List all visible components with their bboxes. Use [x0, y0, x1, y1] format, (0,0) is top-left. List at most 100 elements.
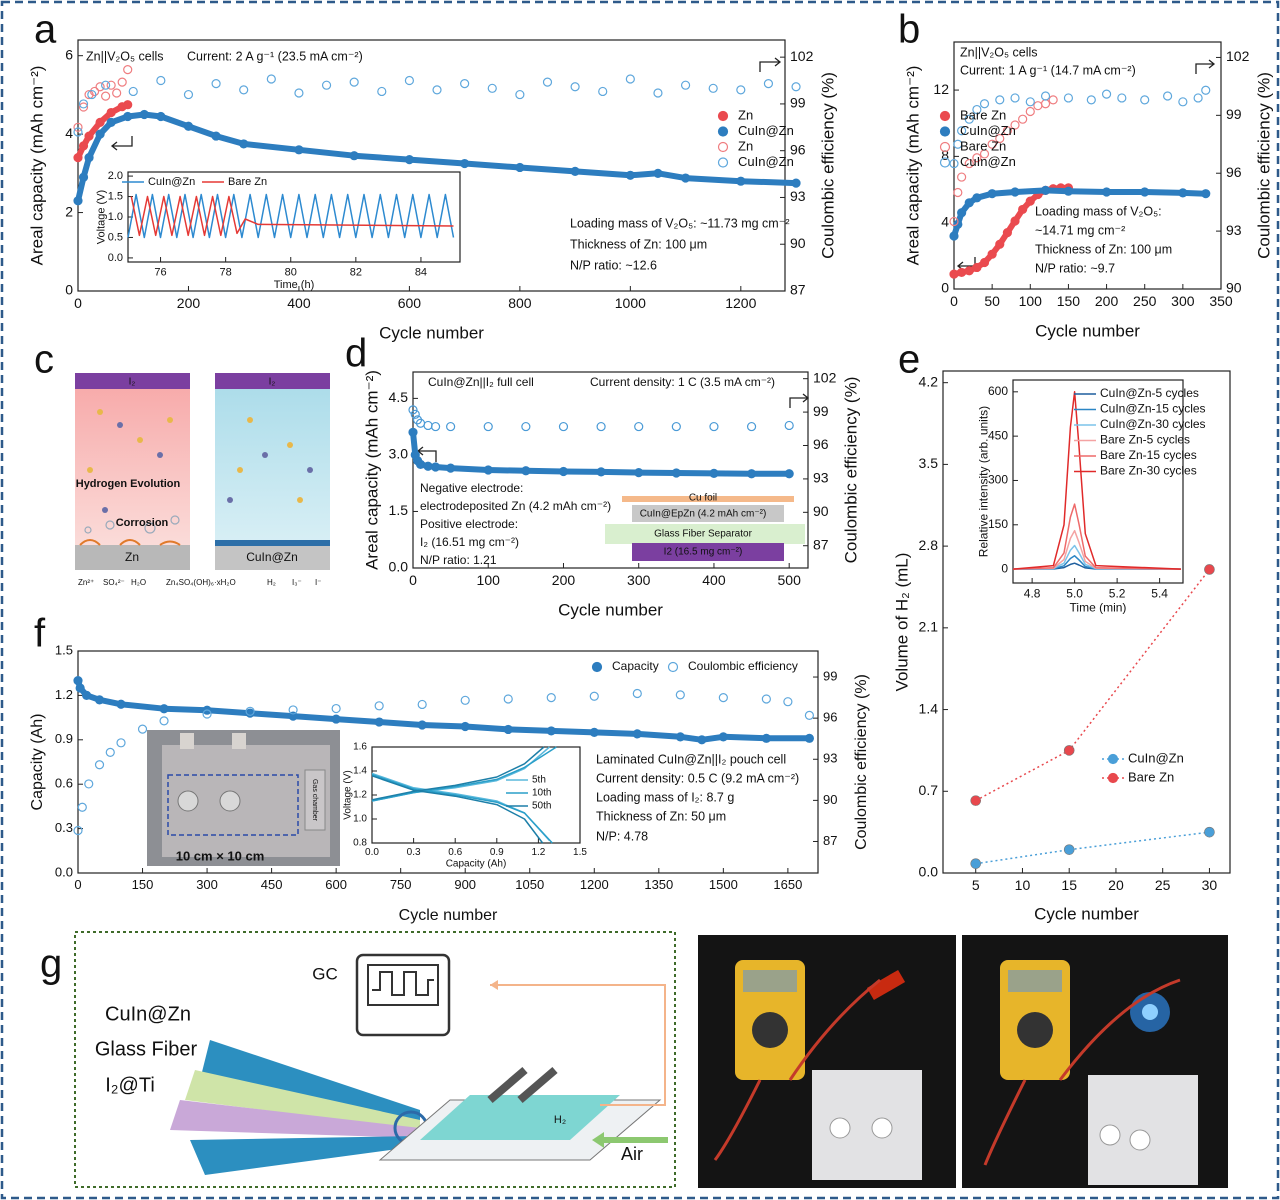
y-tick-label: 0.3 — [55, 820, 73, 835]
data-point — [987, 139, 997, 149]
x-tick-label: 200 — [552, 572, 576, 588]
series-line — [1012, 529, 1181, 570]
y-tick-label: 6 — [65, 46, 73, 62]
data-point — [596, 421, 606, 432]
y-tick-label: 4.5 — [389, 389, 409, 405]
legend-label: 5th — [532, 775, 546, 786]
annotation: electrodeposited Zn (4.2 mAh cm⁻²) — [420, 499, 611, 513]
x-tick-label: 100 — [1019, 293, 1043, 309]
data-point — [1010, 93, 1020, 103]
annotation: Positive electrode: — [420, 517, 518, 531]
panel-c-diagram: I₂ I₂ Hydrogen Evolution Corrosion Zn Cu… — [75, 373, 330, 587]
y-tick-label: 4 — [65, 125, 73, 141]
y-tick-label: 1.4 — [919, 700, 939, 716]
data-point — [804, 710, 814, 721]
legend-label: Coulombic efficiency — [688, 659, 798, 673]
data-point — [77, 802, 87, 812]
y-tick-label: 1.5 — [389, 502, 409, 518]
data-point — [84, 131, 94, 141]
legend-label: CuIn@Zn-5 cycles — [1100, 386, 1199, 400]
data-point — [1040, 99, 1051, 109]
data-point — [211, 79, 221, 89]
data-point — [73, 196, 83, 206]
y-tick-label: 0.9 — [55, 731, 73, 746]
x-tick-label: 1.5 — [573, 847, 587, 858]
y-tick-label: 0.6 — [55, 776, 73, 791]
data-point — [1002, 126, 1013, 136]
x-axis-label: Time (min) — [1070, 600, 1127, 614]
legend-swatch — [591, 661, 603, 673]
data-point — [1018, 204, 1028, 215]
annotation: Current: 2 A g⁻¹ (23.5 mA cm⁻²) — [187, 49, 363, 63]
data-point — [671, 468, 681, 478]
panel-label: c — [34, 338, 54, 382]
x-tick-label: 0 — [74, 295, 82, 311]
data-point — [446, 463, 456, 473]
y-tick-label: 1.4 — [353, 766, 367, 777]
data-point — [430, 462, 441, 472]
annotation: Thickness of Zn: 100 μm — [1035, 242, 1172, 256]
data-point — [404, 155, 415, 165]
legend-swatch — [1107, 772, 1119, 784]
series-line — [371, 746, 545, 844]
data-point — [1025, 106, 1035, 117]
y2-tick-label: 96 — [823, 710, 837, 725]
x-tick-label: 4.8 — [1024, 587, 1041, 601]
data-point — [736, 176, 746, 186]
data-point — [718, 732, 728, 742]
label: Gas chamber — [311, 779, 318, 822]
electrolyte-left — [75, 375, 190, 570]
x-tick-label: 1350 — [644, 877, 673, 892]
legend-swatch — [717, 110, 729, 122]
data-point — [288, 705, 298, 715]
data-point — [1018, 114, 1028, 124]
y2-tick-label: 87 — [813, 536, 829, 552]
x-tick-label: 0.9 — [490, 847, 504, 858]
x-axis-label: Cycle number — [379, 323, 484, 342]
data-point — [558, 466, 569, 477]
y-axis-label: Areal capacity (mAh cm⁻²) — [903, 66, 922, 266]
x-tick-label: 300 — [1171, 293, 1195, 309]
x-axis-label: Cycle number — [558, 600, 663, 619]
data-point — [1025, 97, 1035, 107]
data-point — [1204, 826, 1215, 838]
legend-label: Bare Zn-30 cycles — [1100, 464, 1197, 478]
series-line — [1012, 503, 1181, 570]
panel-label: d — [345, 332, 367, 376]
data-point — [949, 216, 959, 227]
y2-tick-label: 87 — [823, 833, 837, 848]
legend-label: CuIn@Zn-30 cycles — [1100, 417, 1206, 431]
cuin-electrode — [215, 545, 330, 570]
y-tick-label: 1.5 — [55, 642, 73, 657]
plot-frame — [412, 371, 809, 569]
annotation: Loading mass of V₂O₅: ~11.73 mg cm⁻² — [570, 216, 789, 230]
data-point — [589, 691, 599, 701]
legend-label: CuIn@Zn — [960, 123, 1016, 138]
annotation: N/P: 4.78 — [596, 829, 648, 843]
legend-label: I₃⁻ — [292, 578, 302, 587]
data-point — [460, 79, 470, 89]
data-point — [995, 239, 1005, 249]
data-point — [957, 172, 967, 182]
data-point — [139, 109, 149, 120]
legend-swatch — [939, 157, 951, 168]
data-point — [949, 269, 959, 279]
annotation: Thickness of Zn: 100 μm — [570, 237, 707, 251]
legend-label: Zn — [738, 138, 753, 153]
y2-tick-label: 93 — [790, 188, 806, 204]
data-point — [675, 732, 685, 742]
y-tick-label: 0.7 — [919, 782, 939, 798]
x-tick-label: 50 — [984, 293, 1000, 309]
data-point — [957, 208, 967, 218]
data-point — [84, 779, 94, 789]
layer-label: Glass Fiber — [95, 1038, 198, 1060]
legend-swatch — [939, 141, 951, 153]
data-point — [156, 75, 166, 86]
annotation: N/P ratio: ~12.6 — [570, 258, 657, 272]
legend-swatch — [1107, 753, 1119, 765]
data-point — [73, 122, 83, 132]
x-tick-label: 5 — [972, 877, 980, 893]
annotation: I₂ (16.51 mg cm⁻²) — [420, 535, 519, 549]
